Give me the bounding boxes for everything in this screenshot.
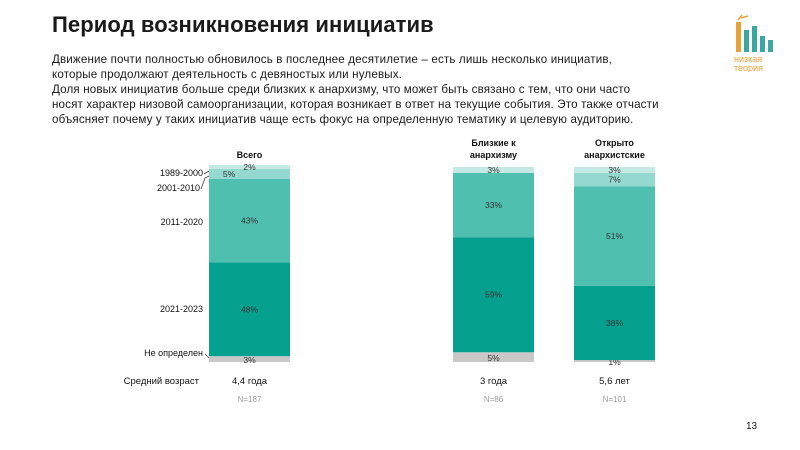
page-title: Период возникновения инициатив: [52, 12, 434, 37]
bar-segment: [209, 165, 290, 169]
bar-segment: [574, 172, 655, 187]
series-connector: [200, 170, 210, 190]
bar-segment: [574, 360, 655, 362]
series-label: 2001-2010: [157, 183, 200, 193]
data-label: 43%: [241, 216, 258, 226]
series-connector: [204, 353, 210, 359]
description-line: носят характер низовой самоорганизации, …: [52, 98, 659, 111]
logo-icon: [736, 14, 773, 52]
bar-segment: [209, 168, 290, 179]
bar-segment: [453, 352, 534, 362]
logo-text-line1: низкая: [734, 54, 762, 64]
data-label: 7%: [608, 175, 621, 185]
data-label: 1%: [608, 357, 621, 367]
category-label: анархистские: [584, 150, 645, 160]
sample-size: N=86: [484, 395, 504, 404]
description-line: объясняет почему у таких инициатив чаще …: [52, 113, 634, 126]
series-label: 2021-2023: [160, 304, 203, 314]
data-label: 48%: [241, 304, 258, 314]
data-label: 51%: [606, 231, 623, 241]
data-label: 3%: [243, 355, 256, 365]
description-line: Доля новых инициатив больше среди близки…: [52, 83, 631, 96]
category-label: Открыто: [595, 138, 634, 148]
series-label: Не определен: [144, 348, 203, 358]
logo-text-line2: теория: [734, 63, 763, 72]
data-label: 59%: [485, 290, 502, 300]
data-label: 5%: [223, 169, 236, 179]
bar-segment: [209, 356, 290, 362]
bar-segment: [209, 262, 290, 357]
category-label: Всего: [237, 150, 263, 160]
mean-age-value: 5,6 лет: [599, 376, 630, 387]
sample-size: N=187: [238, 395, 262, 404]
bar-segment: [574, 285, 655, 361]
bar-segment: [574, 167, 655, 173]
category-label: Близкие к: [471, 138, 516, 148]
description-line: которые продолжают деятельность с девяно…: [52, 68, 403, 81]
footer-label: Средний возраст: [124, 376, 200, 387]
description: Движение почти полностью обновилось в по…: [52, 52, 732, 127]
bar-segment: [453, 167, 534, 173]
bar-segment: [453, 237, 534, 353]
page-number: 13: [746, 421, 758, 432]
mean-age-value: 3 года: [480, 376, 508, 387]
data-label: 3%: [608, 165, 621, 175]
bar-segment: [574, 186, 655, 286]
bar-segment: [209, 178, 290, 263]
sample-size: N=101: [603, 395, 627, 404]
series-label: 1989-2000: [160, 168, 203, 178]
data-label: 5%: [487, 353, 500, 363]
data-label: 38%: [606, 318, 623, 328]
mean-age-value: 4,4 года: [232, 376, 268, 387]
bar-segment: [453, 172, 534, 238]
description-line: Движение почти полностью обновилось в по…: [52, 53, 613, 66]
series-label: 2011-2020: [161, 217, 203, 227]
data-label: 2%: [243, 162, 256, 172]
category-label: анархизму: [470, 150, 517, 160]
logo: низкая теория: [734, 14, 773, 72]
data-label: 33%: [485, 200, 502, 210]
data-label: 3%: [487, 165, 500, 175]
